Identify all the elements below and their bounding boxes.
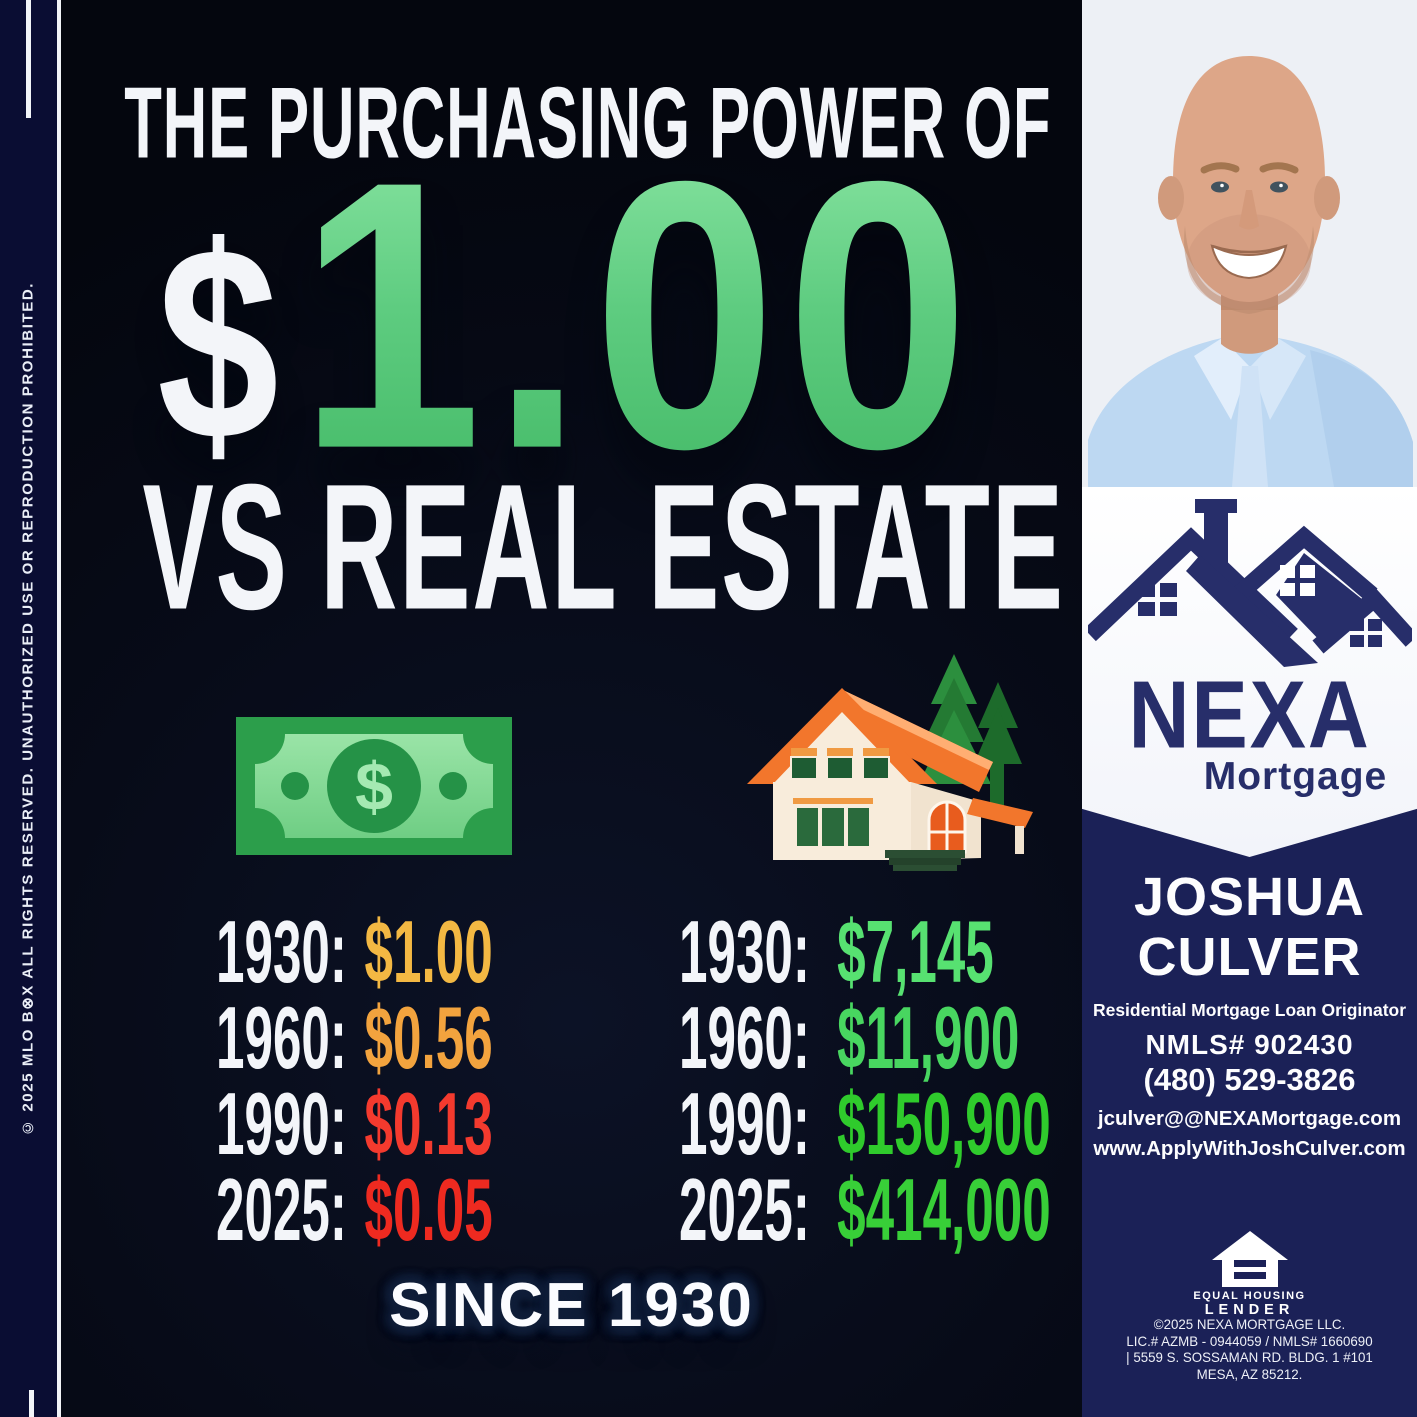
headline: THE PURCHASING POWER OF bbox=[61, 72, 1082, 174]
copyright-sidebar: © 2025 MLO B⊗X ALL RIGHTS RESERVED. UNAU… bbox=[0, 0, 57, 1417]
equal-housing-lender-icon bbox=[1211, 1231, 1288, 1287]
since-text: SINCE 1930 bbox=[389, 1271, 754, 1340]
house-row-2025: 2025: $414,000 bbox=[679, 1163, 1051, 1283]
row-year: 1930: bbox=[216, 901, 347, 1002]
legal-disclaimer: ©2025 NEXA MORTGAGE LLC. LIC.# AZMB - 09… bbox=[1082, 1316, 1417, 1382]
row-value: $11,900 bbox=[837, 987, 1020, 1088]
row-value: $1.00 bbox=[364, 901, 493, 1002]
vertical-divider-line bbox=[57, 0, 61, 1417]
sidebar-rule-bottom bbox=[29, 1390, 34, 1417]
agent-last-name: CULVER bbox=[1137, 927, 1362, 987]
brand-subname: Mortgage bbox=[1203, 755, 1388, 798]
headline-text: THE PURCHASING POWER OF bbox=[124, 66, 1052, 180]
house-icon bbox=[747, 654, 1033, 871]
disclaimer-line: LIC.# AZMB - 0944059 / NMLS# 1660690 bbox=[1126, 1332, 1373, 1349]
agent-nmls: NMLS# 902430 bbox=[1145, 1029, 1354, 1060]
agent-first-name: JOSHUA bbox=[1133, 867, 1366, 927]
row-value: $414,000 bbox=[837, 1159, 1051, 1260]
row-year: 1960: bbox=[679, 987, 810, 1088]
disclaimer-line: ©2025 NEXA MORTGAGE LLC. bbox=[1153, 1316, 1346, 1332]
house-row-1990: 1990: $150,900 bbox=[679, 1077, 1051, 1197]
dollar-row-1990: 1990: $0.13 bbox=[216, 1077, 493, 1197]
dollar-amount-display: $ 1.00 bbox=[61, 125, 1082, 506]
since-banner: SINCE 1930 bbox=[61, 1271, 1082, 1340]
brand-badge: NEXA Mortgage bbox=[1082, 487, 1417, 857]
house-row-1930: 1930: $7,145 bbox=[679, 905, 1051, 1025]
dollar-value-column: 1930: $1.00 1960: $0.56 1990: $0.13 2025: $0… bbox=[216, 905, 562, 1257]
row-value: $0.05 bbox=[364, 1159, 493, 1260]
row-year: 1990: bbox=[216, 1073, 347, 1174]
subheadline: VS REAL ESTATE bbox=[61, 457, 1082, 636]
row-year: 2025: bbox=[216, 1159, 347, 1260]
real-estate-value-column: 1930: $7,145 1960: $11,900 1990: $150,900 2… bbox=[679, 905, 1144, 1257]
agent-website: www.ApplyWithJoshCulver.com bbox=[1093, 1137, 1406, 1160]
dollar-row-1960: 1960: $0.56 bbox=[216, 991, 493, 1111]
disclaimer-line: MESA, AZ 85212. bbox=[1196, 1365, 1303, 1382]
agent-role: Residential Mortgage Loan Originator bbox=[1092, 1000, 1407, 1020]
lender-label: LENDER bbox=[1204, 1302, 1295, 1318]
svg-text:$: $ bbox=[355, 749, 393, 825]
disclaimer-line: | 5559 S. SOSSAMAN RD. BLDG. 1 #101 bbox=[1126, 1349, 1373, 1365]
row-value: $150,900 bbox=[837, 1073, 1051, 1174]
nexa-houses-logo bbox=[1087, 499, 1412, 667]
amount-value: 1.00 bbox=[298, 102, 979, 529]
dollar-row-2025: 2025: $0.05 bbox=[216, 1163, 493, 1283]
subheadline-text: VS REAL ESTATE bbox=[142, 446, 1065, 647]
main-infographic-area: THE PURCHASING POWER OF $ 1.00 VS REAL E… bbox=[61, 0, 1082, 1417]
equal-housing-label: EQUAL HOUSING bbox=[1193, 1290, 1306, 1302]
row-year: 2025: bbox=[679, 1159, 810, 1260]
dollar-row-1930: 1930: $1.00 bbox=[216, 905, 493, 1025]
dollar-bill-icon: $ bbox=[236, 717, 512, 855]
profile-panel: NEXA Mortgage JOSHUA CULVER Residential … bbox=[1082, 0, 1417, 1417]
agent-email: jculver@@NEXAMortgage.com bbox=[1097, 1107, 1402, 1130]
brand-name: NEXA bbox=[1128, 660, 1371, 768]
copyright-text: © 2025 MLO B⊗X ALL RIGHTS RESERVED. UNAU… bbox=[19, 281, 37, 1136]
row-value: $7,145 bbox=[837, 901, 994, 1002]
row-year: 1990: bbox=[679, 1073, 810, 1174]
equal-housing-lender: EQUAL HOUSING LENDER bbox=[1082, 1230, 1417, 1318]
house-row-1960: 1960: $11,900 bbox=[679, 991, 1051, 1111]
row-value: $0.56 bbox=[364, 987, 493, 1088]
row-year: 1960: bbox=[216, 987, 347, 1088]
currency-symbol: $ bbox=[156, 189, 279, 498]
row-value: $0.13 bbox=[364, 1073, 493, 1174]
sidebar-rule-top bbox=[26, 0, 31, 118]
agent-phone: (480) 529-3826 bbox=[1143, 1062, 1356, 1097]
headshot-photo bbox=[1082, 0, 1417, 487]
row-year: 1930: bbox=[679, 901, 810, 1002]
